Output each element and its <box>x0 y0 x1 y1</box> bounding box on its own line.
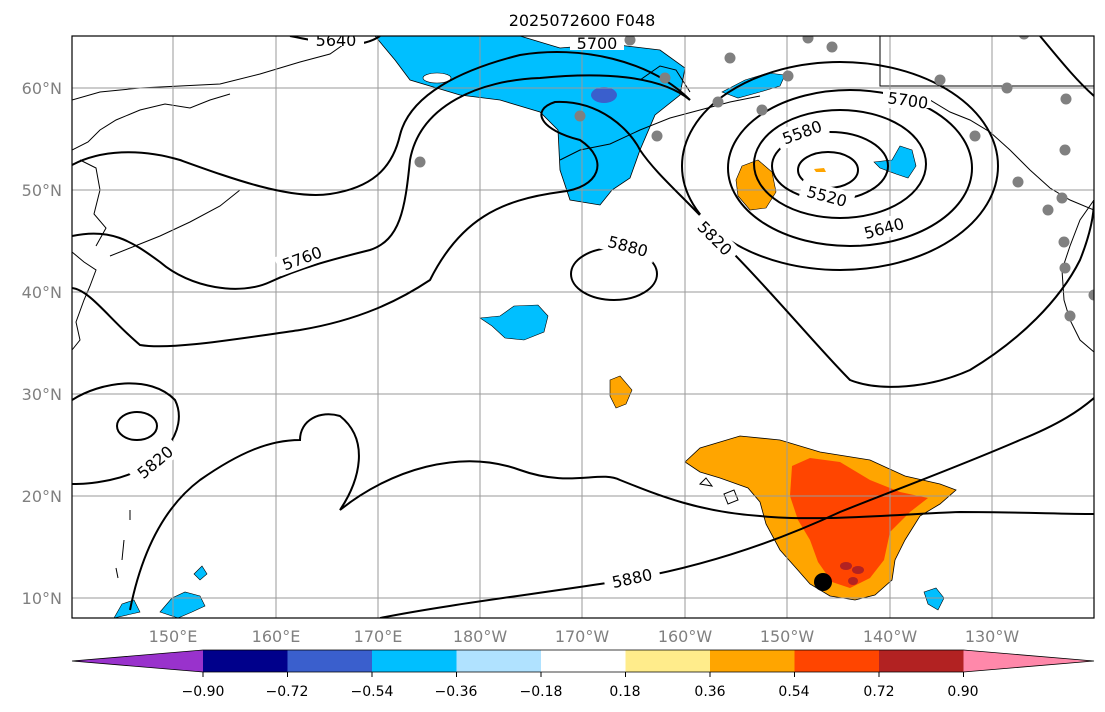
colorbar-swatch <box>456 650 542 672</box>
colorbar-tick-label: −0.72 <box>266 684 309 700</box>
station-markers <box>414 36 1094 322</box>
colorbar-tick-label: −0.18 <box>520 684 563 700</box>
colorbar-extension-low <box>72 650 203 672</box>
lon-tick-label: 170°W <box>555 627 610 646</box>
map-gridlines <box>72 36 1094 618</box>
colorbar-swatch <box>710 650 795 672</box>
colorbar-tick-label: −0.90 <box>182 684 225 700</box>
lat-tick-label: 40°N <box>22 283 62 302</box>
colorbar-tick-label: 0.36 <box>694 684 725 700</box>
map-area: 5640 5700 5700 5760 5580 5520 5640 5820 … <box>72 31 1094 618</box>
colorbar-tick-label: 0.18 <box>609 684 640 700</box>
colorbar-tick-label: 0.54 <box>778 684 809 700</box>
lat-tick-label: 50°N <box>22 181 62 200</box>
latitude-labels: 60°N 50°N 40°N 30°N 20°N 10°N <box>22 79 62 608</box>
storm-center-marker <box>814 573 832 591</box>
map-title: 2025072600 F048 <box>509 11 656 30</box>
lon-tick-label: 140°W <box>863 627 918 646</box>
colorbar-tick-label: −0.54 <box>351 684 394 700</box>
colorbar-tick-label: 0.90 <box>947 684 978 700</box>
lon-tick-label: 150°E <box>149 627 198 646</box>
colorbar-swatch <box>372 650 457 672</box>
lon-tick-label: 170°E <box>354 627 403 646</box>
coastlines <box>72 36 1094 579</box>
colorbar-swatch <box>879 650 964 672</box>
colorbar-tick-label: 0.72 <box>863 684 894 700</box>
lat-tick-label: 30°N <box>22 385 62 404</box>
lat-tick-label: 60°N <box>22 79 62 98</box>
lat-tick-label: 20°N <box>22 487 62 506</box>
colorbar-extension-high <box>963 650 1094 672</box>
lat-tick-label: 10°N <box>22 589 62 608</box>
colorbar-tick-labels: −0.90 −0.72 −0.54 −0.36 −0.18 0.18 0.36 … <box>182 684 979 700</box>
colorbar-tick-label: −0.36 <box>435 684 478 700</box>
colorbar <box>71 649 1095 677</box>
contour-label: 5700 <box>577 34 618 53</box>
contour-label: 5640 <box>316 31 357 50</box>
lon-tick-label: 160°E <box>252 627 301 646</box>
colorbar-swatch <box>625 650 711 672</box>
colorbar-swatch <box>541 650 626 672</box>
colorbar-swatch <box>794 650 880 672</box>
lon-tick-label: 130°W <box>965 627 1020 646</box>
colorbar-swatch <box>203 650 288 672</box>
longitude-labels: 150°E 160°E 170°E 180°W 170°W 160°W 150°… <box>149 627 1020 646</box>
lon-tick-label: 150°W <box>760 627 815 646</box>
strong-negative-shade <box>591 87 617 103</box>
lon-tick-label: 160°W <box>658 627 713 646</box>
colorbar-swatch <box>287 650 373 672</box>
map-frame <box>71 35 1095 619</box>
lon-tick-label: 180°W <box>453 627 508 646</box>
